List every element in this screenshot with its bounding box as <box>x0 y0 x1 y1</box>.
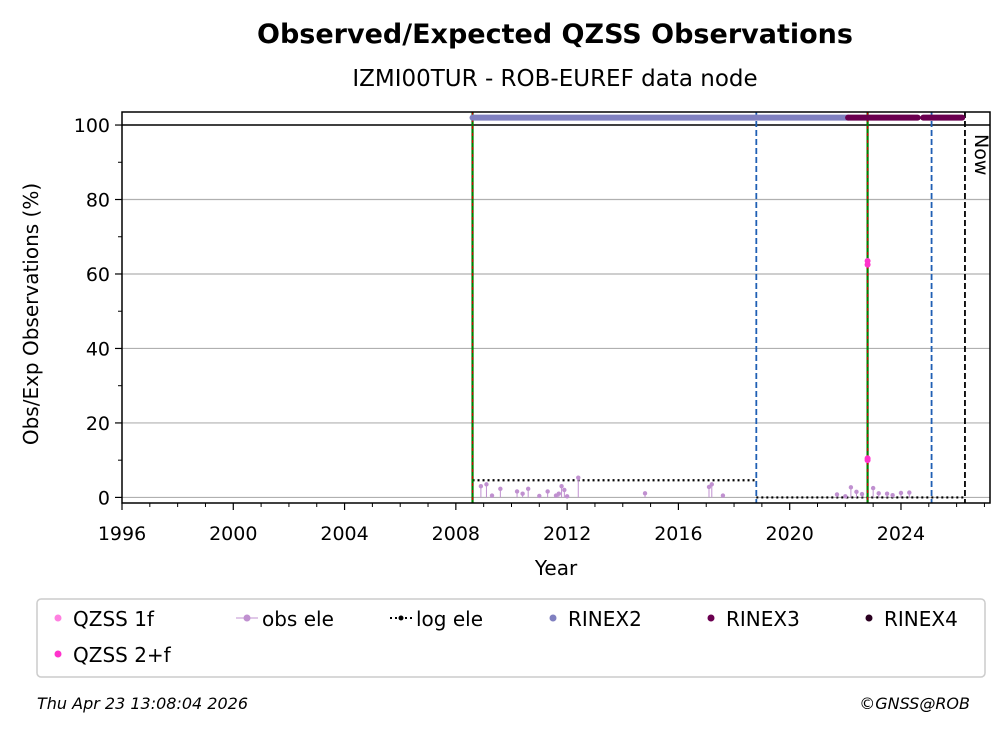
obs-ele-point <box>484 482 489 487</box>
x-tick-label-2004: 2004 <box>320 523 368 545</box>
footer-credit: ©GNSS@ROB <box>859 694 970 713</box>
obs-ele-point <box>545 489 550 494</box>
obs-ele-point <box>834 492 840 497</box>
y-axis-label: Obs/Exp Observations (%) <box>19 183 43 445</box>
obs-ele-point <box>876 491 881 496</box>
obs-ele-point <box>706 484 712 490</box>
obs-ele-point <box>514 489 520 494</box>
obs-ele-point <box>489 493 495 498</box>
x-tick-label-2012: 2012 <box>543 523 591 545</box>
svg-text:QZSS 1f: QZSS 1f <box>73 607 155 631</box>
obs-ele-point <box>478 484 484 489</box>
obs-ele-point <box>498 486 503 492</box>
obs-ele-point <box>859 491 865 497</box>
x-axis: 1996 2000 2004 2008 2012 2016 2020 2024 <box>98 503 985 545</box>
obs-ele-point <box>843 494 848 499</box>
obs-ele-point <box>537 493 542 499</box>
grid-lines <box>122 198 990 499</box>
obs-ele-point <box>848 485 854 490</box>
x-tick-label-2020: 2020 <box>766 523 814 545</box>
obs-ele-point <box>576 475 581 480</box>
plot-frame <box>121 111 991 504</box>
obs-ele-point <box>870 485 876 491</box>
obs-ele-point <box>709 482 714 487</box>
obs-ele-point <box>907 490 912 495</box>
x-tick-label-2024: 2024 <box>877 523 925 545</box>
legend-item-obs-ele: obs ele <box>236 607 334 631</box>
legend-item-rinex3: RINEX3 <box>707 607 800 631</box>
legend-item-qzss-1f: QZSS 1f <box>54 607 155 631</box>
x-tick-label-2008: 2008 <box>432 523 480 545</box>
y-tick-label-40: 40 <box>86 338 110 360</box>
obs-ele-point <box>898 490 904 496</box>
chart-subtitle: IZMI00TUR - ROB-EUREF data node <box>352 66 757 92</box>
svg-text:RINEX2: RINEX2 <box>568 607 642 631</box>
legend-item-qzss-2f: QZSS 2+f <box>54 643 172 667</box>
obs-ele-point <box>562 487 567 493</box>
obs-ele-point <box>720 493 726 498</box>
obs-ele-point <box>890 492 895 498</box>
x-tick-label-1996: 1996 <box>98 523 146 545</box>
obs-ele-point <box>525 486 531 492</box>
x-axis-label: Year <box>534 556 578 580</box>
y-axis: 0 20 40 60 80 100 <box>74 115 122 509</box>
obs-ele-point <box>564 494 570 499</box>
now-label: Now <box>970 134 992 175</box>
legend-item-log-ele: log ele <box>390 607 483 631</box>
y-tick-label-20: 20 <box>86 413 110 435</box>
y-tick-label-0: 0 <box>98 487 110 509</box>
legend-item-rinex2: RINEX2 <box>549 607 642 631</box>
obs-ele-point <box>884 491 890 496</box>
svg-text:QZSS 2+f: QZSS 2+f <box>73 643 172 667</box>
plot-area: Now <box>122 112 992 503</box>
chart-title: Observed/Expected QZSS Observations <box>257 19 853 50</box>
x-tick-label-2000: 2000 <box>209 523 257 545</box>
svg-text:log ele: log ele <box>416 607 483 631</box>
y-tick-label-80: 80 <box>86 190 110 212</box>
y-tick-label-100: 100 <box>74 115 110 137</box>
obs-ele-point <box>559 484 564 489</box>
qzss-2f-point <box>864 457 871 464</box>
x-tick-label-2016: 2016 <box>654 523 702 545</box>
obs-ele-point <box>520 491 525 496</box>
legend-item-rinex4: RINEX4 <box>865 607 958 631</box>
svg-text:RINEX4: RINEX4 <box>884 607 958 631</box>
obs-ele-point <box>556 491 561 496</box>
obs-ele-point <box>854 489 859 495</box>
qzss-2f-point <box>864 261 871 268</box>
y-tick-label-60: 60 <box>86 264 110 286</box>
legend-box <box>36 598 986 678</box>
footer-timestamp: Thu Apr 23 13:08:04 2026 <box>37 694 249 713</box>
svg-text:obs ele: obs ele <box>262 607 334 631</box>
svg-text:RINEX3: RINEX3 <box>726 607 800 631</box>
obs-ele-point <box>642 491 648 496</box>
